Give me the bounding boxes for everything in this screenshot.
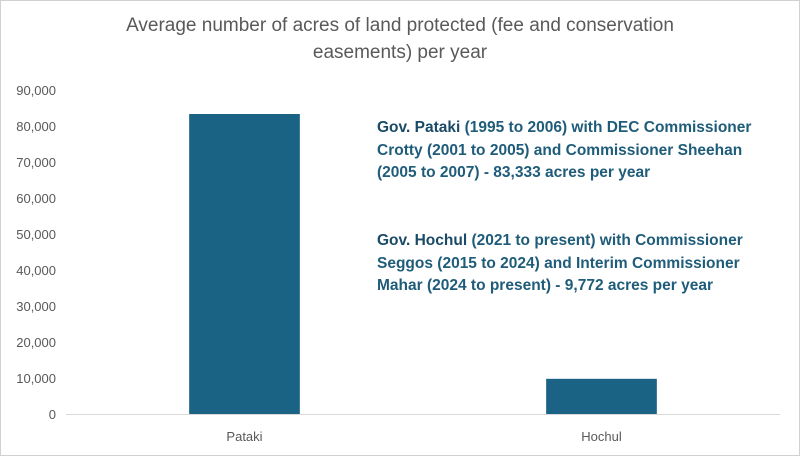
y-tick-label: 30,000	[16, 299, 56, 314]
y-tick-label: 60,000	[16, 191, 56, 206]
y-tick-label: 40,000	[16, 263, 56, 278]
chart-title-line-2: easements) per year	[312, 42, 488, 63]
annotation-hochul: Gov. Hochul (2021 to present) with Commi…	[377, 230, 767, 298]
annotation-pataki: Gov. Pataki (1995 to 2006) with DEC Comm…	[377, 117, 767, 185]
annotation-pataki-bold: Gov. Pataki	[377, 119, 461, 136]
annotation-hochul-bold: Gov. Hochul	[377, 232, 468, 249]
y-tick-label: 10,000	[16, 371, 56, 386]
chart-title: Average number of acres of land protecte…	[0, 12, 800, 66]
y-tick-label: 0	[49, 407, 56, 422]
y-tick-label: 90,000	[16, 83, 56, 98]
y-tick-label: 80,000	[16, 119, 56, 134]
chart-title-line-1: Average number of acres of land protecte…	[126, 15, 674, 36]
x-tick-label-hochul: Hochul	[581, 429, 622, 444]
x-tick-label-pataki: Pataki	[226, 429, 262, 444]
bar-hochul	[546, 378, 657, 414]
annotation-pataki-text: (1995 to 2006) with DEC Commissioner Cro…	[377, 119, 752, 181]
y-tick-label: 20,000	[16, 335, 56, 350]
y-tick-label: 70,000	[16, 155, 56, 170]
bar-pataki	[189, 114, 300, 415]
y-tick-label: 50,000	[16, 227, 56, 242]
annotation-hochul-text: (2021 to present) with Commissioner Segg…	[377, 232, 743, 294]
